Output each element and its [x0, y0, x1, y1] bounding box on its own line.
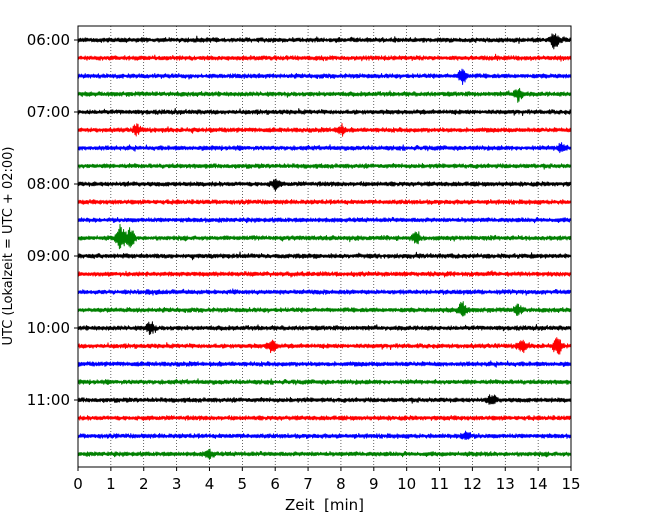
trace-1015 — [77, 337, 572, 355]
y-tick-label-2: 08:00 — [27, 175, 70, 193]
x-tick-label-15: 15 — [561, 475, 580, 493]
x-tick-label-6: 6 — [270, 475, 280, 493]
y-tick-label-1: 07:00 — [27, 103, 70, 121]
x-tick-label-14: 14 — [529, 475, 548, 493]
x-tick-label-0: 0 — [73, 475, 83, 493]
y-tick-label-3: 09:00 — [27, 247, 70, 265]
x-tick-label-13: 13 — [496, 475, 515, 493]
x-tick-label-5: 5 — [238, 475, 248, 493]
x-tick-label-1: 1 — [106, 475, 116, 493]
x-tick-label-3: 3 — [172, 475, 182, 493]
x-tick-label-7: 7 — [303, 475, 313, 493]
trace-0800 — [77, 178, 572, 192]
trace-1030 — [77, 360, 572, 368]
y-tick-label-4: 10:00 — [27, 319, 70, 337]
trace-1045 — [77, 378, 572, 386]
x-axis-ticks: 0 1 2 3 4 5 6 7 8 9 10 11 12 13 14 15 — [73, 467, 581, 493]
trace-0730 — [77, 142, 572, 154]
x-tick-label-2: 2 — [139, 475, 149, 493]
trace-0830 — [77, 216, 572, 224]
x-tick-label-4: 4 — [205, 475, 215, 493]
trace-0945 — [77, 301, 572, 317]
x-tick-label-9: 9 — [369, 475, 379, 493]
x-tick-label-12: 12 — [463, 475, 482, 493]
trace-1130 — [77, 430, 572, 440]
y-axis-ticks: 06:00 07:00 08:00 09:00 10:00 11:00 — [27, 31, 78, 409]
x-tick-label-8: 8 — [336, 475, 346, 493]
trace-0900 — [77, 251, 572, 261]
y-tick-label-0: 06:00 — [27, 31, 70, 49]
trace-0845 — [77, 223, 572, 250]
trace-0815 — [77, 199, 572, 205]
plot-frame — [77, 25, 572, 468]
y-axis-label: UTC (Lokalzeit = UTC + 02:00) — [1, 147, 16, 346]
trace-0915 — [77, 270, 572, 278]
trace-0630 — [77, 68, 572, 85]
seismic-traces — [77, 33, 572, 460]
x-tick-label-11: 11 — [430, 475, 449, 493]
trace-1000 — [77, 321, 572, 335]
trace-0930 — [77, 288, 572, 296]
x-axis-label: Zeit [min] — [285, 496, 364, 514]
trace-0700 — [77, 108, 572, 116]
trace-1145 — [77, 448, 572, 460]
trace-0600 — [77, 33, 572, 50]
trace-0615 — [77, 53, 572, 62]
y-tick-label-5: 11:00 — [27, 391, 70, 409]
trace-0745 — [77, 162, 572, 170]
x-tick-label-10: 10 — [397, 475, 416, 493]
trace-0645 — [77, 87, 572, 103]
trace-1100 — [77, 394, 572, 405]
trace-1115 — [77, 415, 572, 421]
trace-0715 — [77, 123, 572, 137]
